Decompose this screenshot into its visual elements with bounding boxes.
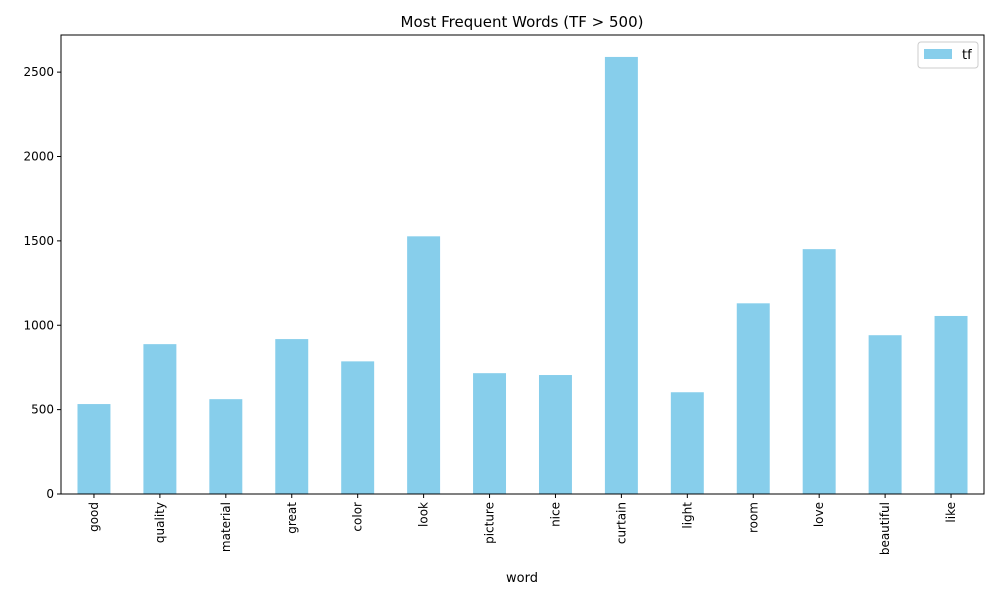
- x-tick-label: picture: [483, 502, 497, 544]
- bar-light: [670, 392, 704, 494]
- plot-frame: [60, 34, 985, 495]
- y-tick-label: 1500: [23, 234, 54, 248]
- y-tick-label: 2000: [23, 150, 54, 164]
- x-axis-label: word: [506, 571, 538, 586]
- x-axis: good quality material great color look picture…: [87, 494, 958, 555]
- y-tick-label: 0: [46, 487, 54, 501]
- bar-room: [736, 303, 770, 494]
- y-axis: 0 500 1000 1500 2000 2500: [23, 65, 61, 501]
- y-tick-label: 1000: [23, 318, 54, 332]
- legend-label-tf: tf: [962, 48, 972, 63]
- x-tick-label: color: [351, 502, 365, 532]
- x-tick-label: light: [680, 502, 694, 529]
- legend: tf: [917, 41, 979, 69]
- x-tick-label: quality: [153, 502, 167, 543]
- bar-like: [934, 315, 968, 494]
- bar-great: [275, 339, 309, 494]
- bar-beautiful: [868, 335, 902, 494]
- x-tick-label: good: [87, 502, 101, 532]
- bar-picture: [473, 373, 507, 494]
- bar-material: [209, 399, 243, 494]
- legend-swatch: [924, 49, 952, 59]
- y-tick-label: 2500: [23, 65, 54, 79]
- x-tick-label: beautiful: [878, 502, 892, 555]
- bar-good: [77, 404, 111, 494]
- x-tick-label: like: [944, 502, 958, 523]
- x-tick-label: great: [285, 502, 299, 534]
- bar-color: [341, 361, 375, 494]
- bar-curtain: [604, 56, 638, 494]
- bar-quality: [143, 344, 177, 494]
- bar-nice: [538, 375, 572, 494]
- x-tick-label: room: [746, 502, 760, 533]
- x-tick-label: love: [812, 502, 826, 527]
- x-tick-label: curtain: [614, 502, 628, 544]
- chart-title: Most Frequent Words (TF > 500): [401, 13, 644, 31]
- bar-look: [407, 236, 441, 494]
- x-tick-label: look: [417, 502, 431, 527]
- x-tick-label: nice: [548, 502, 562, 527]
- y-tick-label: 500: [31, 403, 54, 417]
- bar-love: [802, 249, 836, 494]
- x-tick-label: material: [219, 502, 233, 552]
- bars-group: [77, 56, 968, 494]
